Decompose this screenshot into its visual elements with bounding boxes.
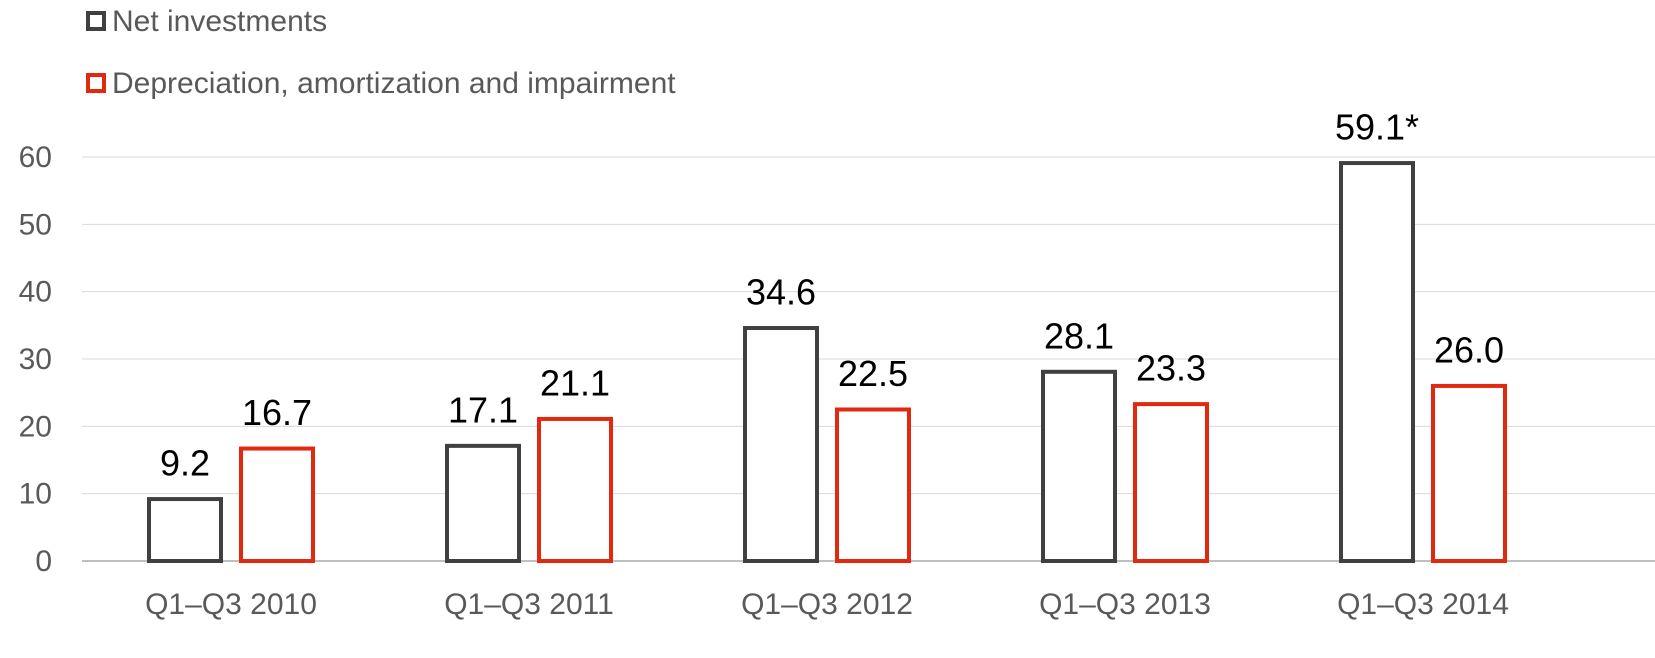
data-label: 23.3 bbox=[1136, 348, 1206, 389]
bar bbox=[1431, 383, 1507, 563]
data-label: 26.0 bbox=[1434, 329, 1504, 370]
legend-swatch bbox=[86, 73, 106, 93]
y-tick-label: 20 bbox=[19, 410, 52, 443]
x-tick-label: Q1–Q3 2013 bbox=[1039, 588, 1211, 621]
legend-label: Net investments bbox=[112, 5, 327, 38]
data-label: 21.1 bbox=[540, 362, 610, 403]
bar bbox=[1041, 369, 1117, 563]
y-tick-label: 0 bbox=[35, 545, 52, 578]
bar bbox=[239, 446, 315, 564]
bar bbox=[147, 497, 223, 564]
legend-swatch bbox=[86, 11, 106, 31]
data-label: 59.1* bbox=[1335, 107, 1419, 148]
y-tick-label: 40 bbox=[19, 276, 52, 309]
data-label: 28.1 bbox=[1044, 315, 1114, 356]
y-tick-label: 60 bbox=[19, 141, 52, 174]
x-tick-label: Q1–Q3 2011 bbox=[444, 588, 614, 621]
bar bbox=[1133, 402, 1209, 564]
y-tick-label: 30 bbox=[19, 343, 52, 376]
bar bbox=[537, 416, 613, 563]
data-label: 22.5 bbox=[838, 353, 908, 394]
bar bbox=[835, 407, 911, 563]
x-tick-label: Q1–Q3 2014 bbox=[1337, 588, 1509, 621]
bar bbox=[1339, 161, 1415, 563]
data-label: 34.6 bbox=[746, 272, 816, 313]
x-tick-label: Q1–Q3 2010 bbox=[145, 588, 317, 621]
y-tick-label: 50 bbox=[19, 208, 52, 241]
data-label: 17.1 bbox=[448, 389, 518, 430]
x-tick-label: Q1–Q3 2012 bbox=[741, 588, 913, 621]
bar bbox=[445, 443, 521, 563]
data-label: 9.2 bbox=[160, 443, 210, 484]
legend-label: Depreciation, amortization and impairmen… bbox=[112, 67, 676, 100]
bar bbox=[743, 326, 819, 563]
data-label: 16.7 bbox=[242, 392, 312, 433]
y-tick-label: 10 bbox=[19, 478, 52, 511]
